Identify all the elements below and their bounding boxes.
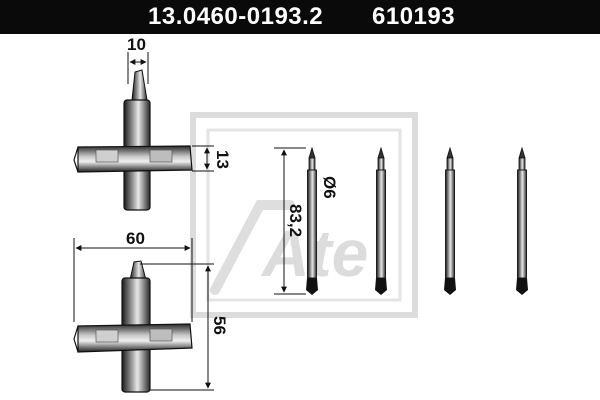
upper-clip — [73, 69, 193, 211]
ref-number: 610193 — [372, 3, 456, 30]
dim-clip-length-label: 60 — [126, 229, 145, 248]
guide-pin — [444, 146, 456, 295]
dimension-clip-length: 60 — [73, 229, 193, 322]
part-number: 13.0460-0193.2 — [148, 3, 324, 30]
dim-clip-thickness-label: 13 — [213, 150, 232, 169]
title-bar: 13.0460-0193.2 610193 — [0, 0, 600, 34]
dim-pin-length-label: 83,2 — [286, 204, 305, 237]
dim-clip-width-label: 10 — [127, 35, 146, 54]
guide-pins — [306, 146, 528, 295]
dim-pin-diameter-label: Ø6 — [320, 176, 339, 199]
dimension-clip-width: 10 — [127, 35, 149, 84]
dimension-pin-length: 83,2 — [274, 147, 306, 295]
guide-pin — [306, 146, 318, 295]
dim-clip-height-label: 56 — [210, 316, 229, 335]
dimension-clip-height: 56 — [140, 263, 229, 391]
dimension-pin-diameter: Ø6 — [320, 176, 339, 199]
technical-drawing: Ate 10 13 60 — [73, 35, 528, 393]
guide-pin — [375, 146, 387, 295]
guide-pin — [516, 146, 528, 295]
lower-clip — [73, 260, 193, 393]
dimension-clip-thickness: 13 — [192, 145, 232, 172]
